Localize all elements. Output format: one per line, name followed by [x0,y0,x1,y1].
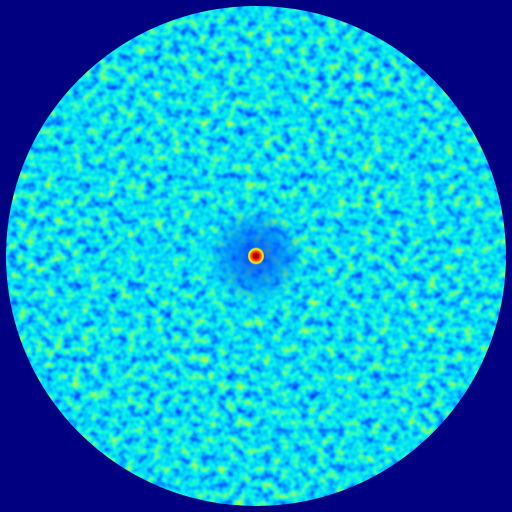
center-peak [248,246,264,266]
